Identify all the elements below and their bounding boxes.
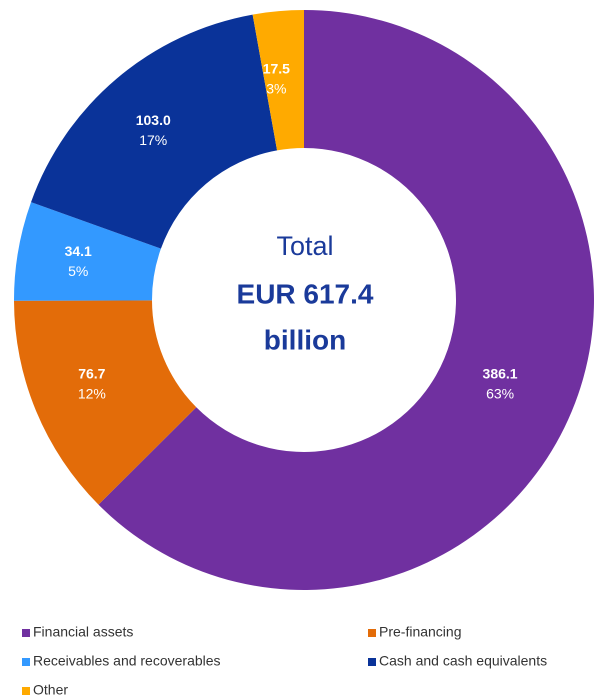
value-label: 17.5 [263,61,290,77]
donut-segment [98,10,594,590]
legend-swatch [22,658,30,666]
percent-label: 5% [68,263,88,279]
percent-label: 63% [486,386,514,402]
legend-label: Receivables and recoverables [33,653,221,669]
legend-label: Other [33,682,68,698]
donut-segment [13,202,161,301]
value-label: 76.7 [78,365,105,381]
donut-segment [31,14,278,249]
center-label: EUR 617.4 [237,278,374,309]
legend-label: Cash and cash equivalents [379,653,547,669]
value-label: 386.1 [483,366,518,382]
value-label: 34.1 [65,243,92,259]
legend-label: Financial assets [33,624,133,640]
center-label: Total [276,231,333,261]
percent-label: 3% [266,81,286,97]
percent-label: 12% [78,385,106,401]
donut-segment [252,10,304,151]
legend-swatch [368,658,376,666]
value-label: 103.0 [136,112,171,128]
donut-segment [14,300,197,505]
legend-swatch [22,629,30,637]
legend-label: Pre-financing [379,624,462,640]
center-label: billion [264,324,346,355]
percent-label: 17% [139,132,167,148]
legend-swatch [368,629,376,637]
legend-swatch [22,687,30,695]
